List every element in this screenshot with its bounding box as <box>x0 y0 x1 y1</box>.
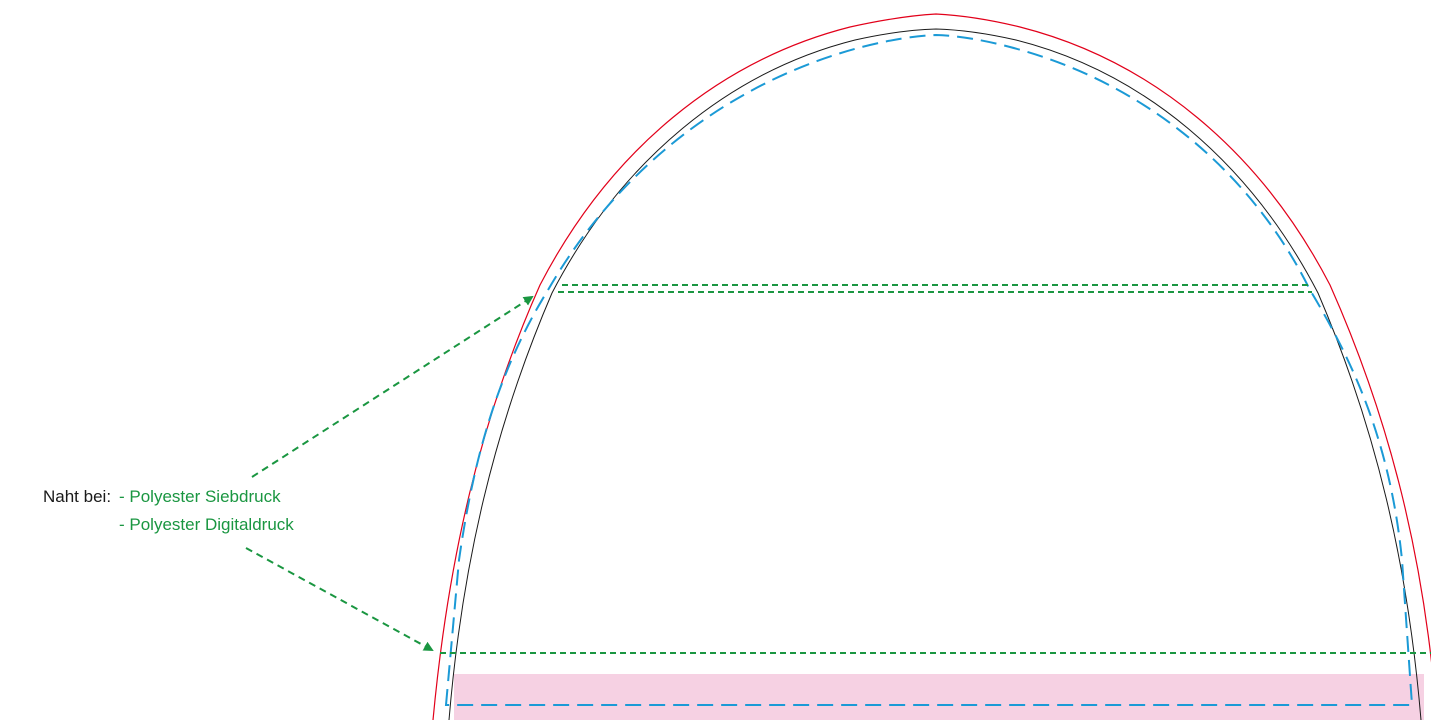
outer-cut-line <box>432 13 1431 721</box>
seam-label-siebdruck: - Polyester Siebdruck <box>119 487 281 506</box>
bottom-band <box>454 674 1424 720</box>
seam-arrow-top <box>251 295 534 478</box>
safety-line <box>444 33 1414 706</box>
seam-arrow-bottom <box>245 547 434 651</box>
seam-label-digitaldruck: - Polyester Digitaldruck <box>119 515 294 534</box>
trim-line <box>448 28 1422 721</box>
seam-label-prefix: Naht bei: <box>43 487 112 506</box>
